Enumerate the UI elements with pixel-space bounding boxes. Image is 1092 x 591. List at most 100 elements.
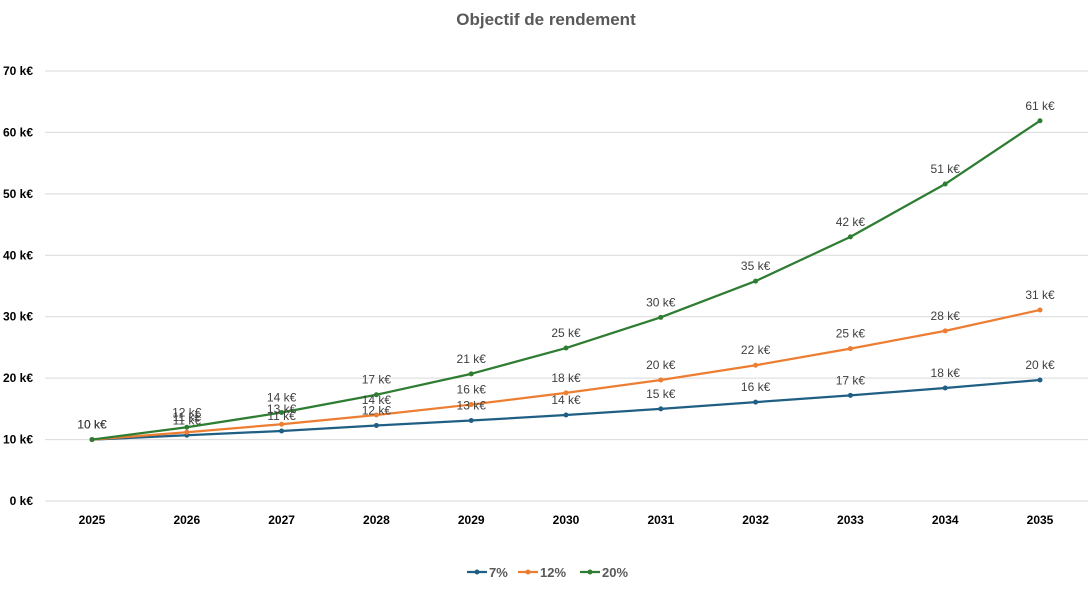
data-point: [658, 406, 664, 412]
x-tick-label: 2033: [837, 513, 864, 527]
data-label: 18 k€: [551, 371, 581, 385]
x-tick-label: 2027: [268, 513, 295, 527]
series-line-7%: [90, 378, 1042, 441]
data-point: [373, 392, 379, 398]
legend[interactable]: 7% 12% 20%: [467, 565, 628, 580]
data-label: 11 k€: [173, 410, 202, 424]
data-label: 25 k€: [836, 327, 866, 341]
data-point: [847, 234, 853, 240]
data-point: [847, 392, 853, 398]
data-point: [468, 371, 474, 377]
data-label: 30 k€: [646, 295, 676, 309]
data-point: [468, 418, 474, 424]
data-point: [753, 399, 759, 405]
data-point: [279, 410, 285, 416]
legend-swatch-marker: [587, 569, 593, 575]
data-point: [1037, 118, 1043, 124]
x-tick-label: 2035: [1027, 513, 1054, 527]
data-label: 15 k€: [646, 387, 676, 401]
x-tick-label: 2028: [363, 513, 390, 527]
y-axis-ticks: 0 k€ 10 k€ 20 k€ 30 k€ 40 k€ 50 k€ 60 k€ 70 k€: [3, 64, 33, 508]
data-label: 11 k€: [173, 413, 202, 427]
legend-label: 12%: [540, 565, 566, 580]
data-label: 21 k€: [457, 352, 487, 366]
data-label: 35 k€: [741, 259, 771, 273]
data-label: 10 k€: [77, 418, 107, 432]
data-label: 61 k€: [1025, 99, 1055, 113]
data-label: 51 k€: [931, 162, 961, 176]
legend-swatch-marker: [474, 569, 480, 575]
data-label: 12 k€: [172, 405, 202, 419]
data-label: 31 k€: [1025, 288, 1055, 302]
x-tick-label: 2034: [932, 513, 959, 527]
data-point: [847, 346, 853, 352]
data-point: [753, 362, 759, 368]
data-label: 22 k€: [741, 343, 771, 357]
y-tick-label: 10 k€: [3, 433, 33, 447]
x-tick-label: 2025: [79, 513, 106, 527]
legend-label: 7%: [489, 565, 508, 580]
data-label: 12 k€: [362, 403, 392, 417]
data-point: [1037, 377, 1043, 383]
data-label: 14 k€: [551, 393, 581, 407]
y-tick-label: 70 k€: [3, 64, 33, 78]
data-point: [1037, 307, 1043, 313]
legend-item-7%[interactable]: 7%: [467, 565, 508, 580]
data-point: [184, 424, 190, 430]
data-point: [563, 412, 569, 418]
x-tick-label: 2030: [553, 513, 580, 527]
data-point: [468, 402, 474, 408]
chart-title: Objectif de rendement: [456, 10, 636, 29]
data-label: 17 k€: [836, 373, 866, 387]
y-tick-label: 50 k€: [3, 187, 33, 201]
data-label: 25 k€: [551, 326, 581, 340]
data-label: 10 k€: [77, 418, 107, 432]
y-tick-label: 40 k€: [3, 248, 33, 262]
data-point: [942, 385, 948, 391]
legend-swatch-marker: [525, 569, 531, 575]
y-tick-label: 30 k€: [3, 310, 33, 324]
data-label: 18 k€: [931, 366, 961, 380]
data-point: [89, 437, 95, 443]
x-tick-label: 2029: [458, 513, 485, 527]
data-point: [563, 390, 569, 396]
legend-item-12%[interactable]: 12%: [518, 565, 566, 580]
x-tick-label: 2031: [647, 513, 674, 527]
data-label: 11 k€: [267, 409, 296, 423]
data-point: [563, 345, 569, 351]
data-point: [753, 278, 759, 284]
series-lines: [89, 118, 1043, 443]
data-point: [184, 429, 190, 435]
data-label: 17 k€: [362, 373, 392, 387]
data-point: [373, 422, 379, 428]
data-label: 20 k€: [646, 358, 676, 372]
x-tick-label: 2032: [742, 513, 769, 527]
data-point: [279, 428, 285, 434]
gridlines: [45, 70, 1088, 502]
legend-label: 20%: [602, 565, 628, 580]
data-label: 42 k€: [836, 215, 866, 229]
data-label: 13 k€: [267, 402, 297, 416]
data-point: [373, 412, 379, 418]
data-label: 28 k€: [931, 309, 961, 323]
data-point: [942, 328, 948, 334]
data-point: [658, 314, 664, 320]
data-label: 16 k€: [741, 380, 771, 394]
y-tick-label: 0 k€: [10, 494, 34, 508]
data-point: [942, 181, 948, 187]
data-label: 16 k€: [457, 383, 487, 397]
data-point: [279, 421, 285, 427]
data-labels: 10 k€ 11 k€ 11 k€ 12 k€ 13 k€ 14 k€ 15 k€ 16 k€…: [77, 99, 1055, 432]
y-tick-label: 20 k€: [3, 371, 33, 385]
data-label: 20 k€: [1025, 358, 1055, 372]
data-label: 14 k€: [362, 393, 392, 407]
data-label: 10 k€: [77, 418, 107, 432]
data-label: 14 k€: [267, 391, 297, 405]
data-point: [658, 377, 664, 383]
legend-item-20%[interactable]: 20%: [580, 565, 628, 580]
y-tick-label: 60 k€: [3, 125, 33, 139]
data-label: 13 k€: [457, 399, 487, 413]
x-tick-label: 2026: [173, 513, 200, 527]
